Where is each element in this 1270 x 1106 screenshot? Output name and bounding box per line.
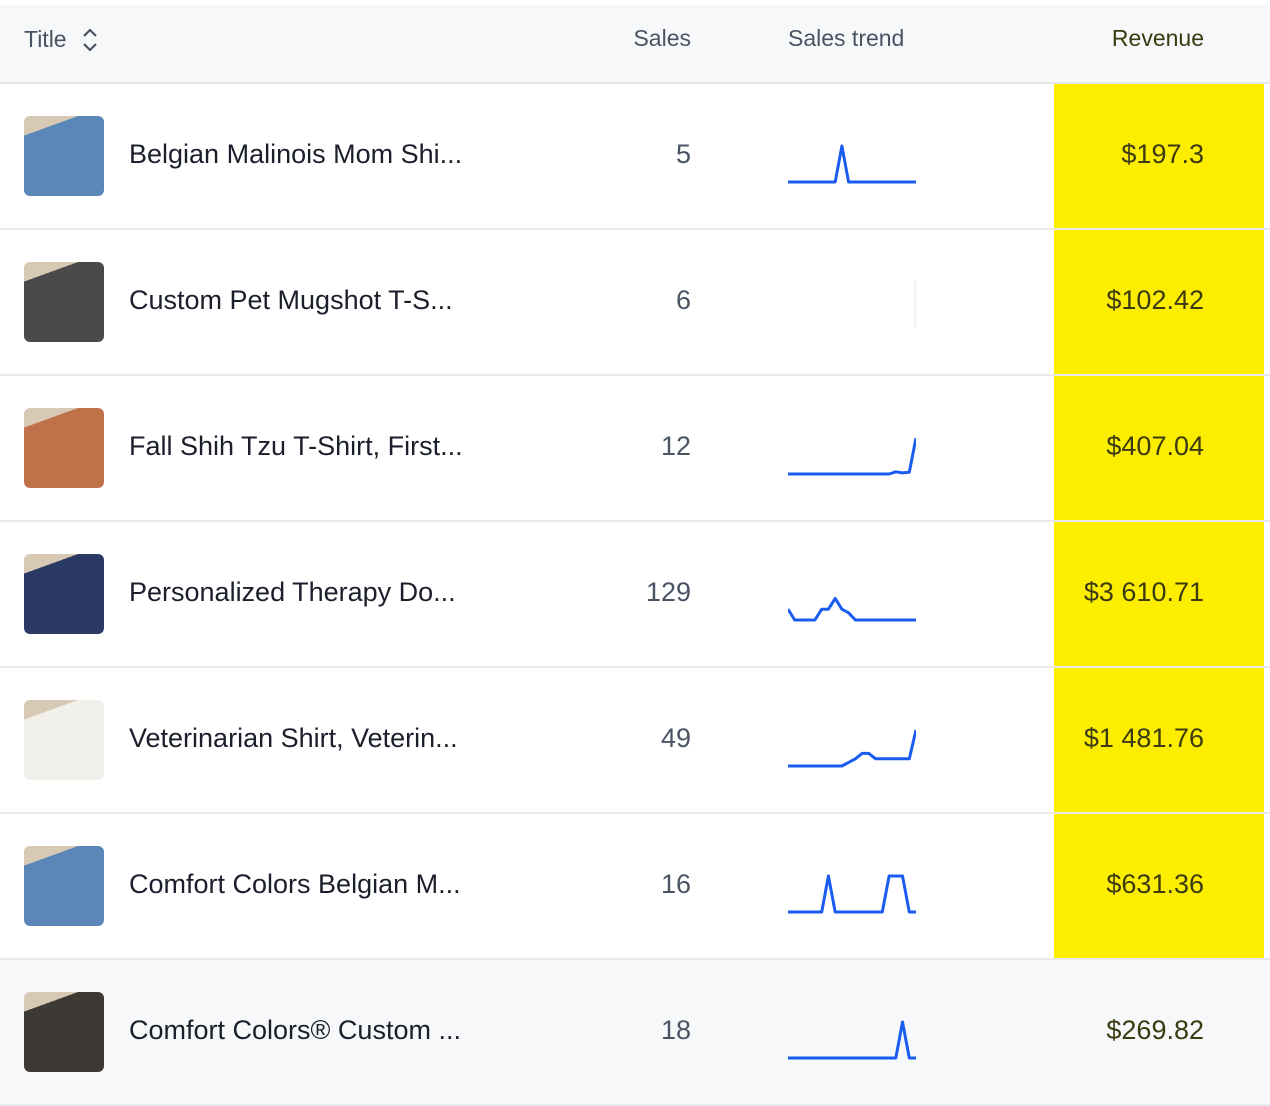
revenue-value: $269.82 — [1106, 1015, 1204, 1045]
column-title[interactable]: Title — [24, 25, 99, 53]
table-row[interactable]: Custom Pet Mugshot T-S... 6 $102.42 — [0, 230, 1270, 376]
table-header: Title Sales Sales trend Revenue — [0, 5, 1270, 84]
sparkline-series — [788, 1020, 916, 1060]
sales-value: 49 — [660, 723, 691, 753]
sales-trend-sparkline — [788, 144, 916, 184]
product-title[interactable]: Belgian Malinois Mom Shi... — [129, 139, 463, 169]
revenue-value: $197.3 — [1121, 139, 1204, 169]
sales-value: 18 — [660, 1015, 691, 1045]
sparkline-series — [788, 874, 916, 914]
product-title[interactable]: Fall Shih Tzu T-Shirt, First... — [129, 431, 463, 461]
column-title-label: Title — [24, 25, 67, 52]
table-row[interactable]: Comfort Colors Belgian M... 16 $631.36 — [0, 814, 1270, 960]
sparkline-series — [788, 596, 916, 622]
sales-trend-sparkline — [914, 280, 916, 328]
product-thumbnail — [24, 700, 104, 780]
revenue-value: $631.36 — [1106, 869, 1204, 899]
sales-trend-sparkline — [788, 596, 916, 622]
revenue-value: $102.42 — [1106, 285, 1204, 315]
products-table: Title Sales Sales trend Revenue Belgian … — [0, 5, 1270, 1106]
sales-value: 12 — [660, 431, 691, 461]
product-thumbnail — [24, 992, 104, 1072]
chevron-up-down-icon[interactable] — [81, 27, 99, 53]
sales-trend-sparkline — [788, 874, 916, 914]
product-thumbnail — [24, 408, 104, 488]
product-thumbnail — [24, 846, 104, 926]
sales-value: 5 — [675, 139, 691, 169]
sales-trend-sparkline — [788, 1020, 916, 1060]
product-title[interactable]: Comfort Colors® Custom ... — [129, 1015, 461, 1045]
sparkline-series — [788, 729, 916, 768]
product-thumbnail — [24, 554, 104, 634]
sales-value: 6 — [675, 285, 691, 315]
table-row[interactable]: Fall Shih Tzu T-Shirt, First... 12 $407.… — [0, 376, 1270, 522]
product-title[interactable]: Veterinarian Shirt, Veterin... — [129, 723, 458, 753]
revenue-value: $1 481.76 — [1083, 723, 1204, 753]
revenue-value: $407.04 — [1106, 431, 1204, 461]
sales-trend-sparkline — [788, 729, 916, 768]
product-thumbnail — [24, 262, 104, 342]
product-title[interactable]: Custom Pet Mugshot T-S... — [129, 285, 453, 315]
sales-trend-sparkline — [788, 437, 916, 476]
product-title[interactable]: Personalized Therapy Do... — [129, 577, 456, 607]
column-sales[interactable]: Sales — [633, 25, 691, 51]
revenue-value: $3 610.71 — [1083, 577, 1204, 607]
sparkline-series — [788, 437, 916, 476]
revenue-column-highlight — [1054, 5, 1264, 1102]
sparkline-series — [788, 144, 916, 184]
product-title[interactable]: Comfort Colors Belgian M... — [129, 869, 461, 899]
product-thumbnail — [24, 116, 104, 196]
sales-value: 16 — [660, 869, 691, 899]
column-sales-trend: Sales trend — [788, 25, 905, 51]
sales-value: 129 — [645, 577, 691, 607]
column-revenue[interactable]: Revenue — [1111, 25, 1204, 51]
table-row[interactable]: Personalized Therapy Do... 129 $3 610.71 — [0, 522, 1270, 668]
table-row[interactable]: Comfort Colors® Custom ... 18 $269.82 — [0, 960, 1270, 1106]
table-row[interactable]: Belgian Malinois Mom Shi... 5 $197.3 — [0, 84, 1270, 230]
table-row[interactable]: Veterinarian Shirt, Veterin... 49 $1 481… — [0, 668, 1270, 814]
